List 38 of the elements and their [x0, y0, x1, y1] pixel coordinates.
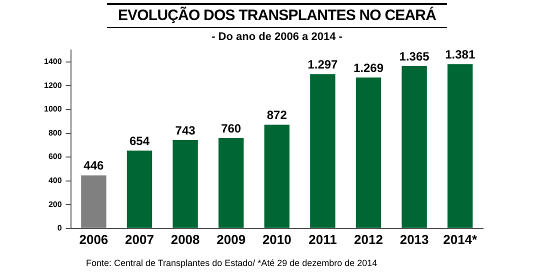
bar: [264, 124, 290, 228]
x-tick-label: 2010: [262, 232, 292, 247]
data-label: 1.269: [353, 60, 384, 75]
bar: [218, 138, 244, 228]
bar: [356, 77, 382, 228]
y-tick-label: 600: [48, 152, 62, 162]
bar: [402, 66, 427, 228]
x-tick-label: 2006: [79, 232, 108, 247]
data-label: 760: [221, 121, 242, 136]
data-label: 446: [84, 158, 104, 173]
x-tick-label: 2013: [400, 232, 429, 247]
y-tick-label: 800: [48, 128, 62, 138]
x-tick-label: 2014*: [443, 232, 478, 247]
bar: [310, 74, 336, 228]
y-tick-label: 400: [48, 176, 62, 186]
data-label: 872: [266, 108, 288, 122]
y-tick-label: 1400: [44, 57, 62, 66]
chart-title: EVOLUÇÃO DOS TRANSPLANTES NO CEARÁ: [116, 6, 438, 26]
data-label: 1.365: [399, 49, 430, 64]
data-label: 743: [175, 123, 196, 138]
x-tick-label: 2007: [125, 232, 154, 247]
bar: [126, 150, 152, 228]
y-tick-label: 1000: [44, 104, 62, 114]
bar: [172, 140, 198, 228]
y-tick-label: 1200: [44, 80, 62, 90]
x-tick-label: 2008: [170, 232, 200, 247]
x-tick-label: 2009: [216, 232, 246, 247]
data-label: 1.381: [445, 47, 476, 62]
bar: [81, 175, 106, 228]
data-label: 654: [129, 134, 150, 148]
chart-subtitle: - Do ano de 2006 a 2014 -: [210, 31, 344, 44]
x-tick-label: 2011: [308, 232, 337, 247]
bar: [448, 64, 473, 228]
x-tick-label: 2012: [354, 232, 383, 247]
y-tick-label: 200: [48, 200, 62, 209]
y-tick-label: 0: [57, 224, 62, 233]
source-note: Fonte: Central de Transplantes do Estado/ *Até 29 de dezembro de 2014: [86, 258, 378, 268]
data-label: 1.297: [308, 57, 338, 72]
